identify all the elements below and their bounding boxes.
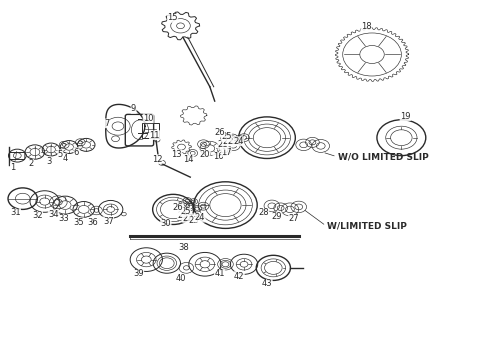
Text: 31: 31 [10, 208, 21, 217]
Text: 24: 24 [195, 213, 205, 222]
Text: 18: 18 [361, 22, 371, 31]
Text: 7: 7 [104, 119, 110, 128]
Text: 23: 23 [227, 137, 238, 146]
Text: 24: 24 [233, 137, 244, 146]
Text: 11: 11 [149, 131, 160, 140]
Text: W/O LIMITED SLIP: W/O LIMITED SLIP [338, 152, 429, 161]
Text: 21: 21 [218, 140, 228, 149]
Text: 21: 21 [177, 211, 188, 220]
Text: 1: 1 [10, 163, 16, 172]
Text: 26: 26 [173, 203, 183, 212]
Text: 9: 9 [131, 104, 136, 113]
Text: 34: 34 [48, 210, 59, 219]
Text: 25: 25 [221, 132, 232, 141]
Text: 5: 5 [58, 150, 63, 159]
Text: 33: 33 [58, 214, 69, 223]
Text: 15: 15 [168, 13, 178, 22]
Bar [143, 123, 159, 138]
Text: W/LIMITED SLIP: W/LIMITED SLIP [327, 221, 407, 230]
Text: 13: 13 [172, 150, 182, 159]
Text: 29: 29 [271, 212, 282, 221]
Text: 39: 39 [133, 269, 144, 278]
Text: 19: 19 [400, 112, 411, 121]
Text: 25: 25 [180, 207, 191, 216]
Text: 17: 17 [221, 148, 232, 157]
Text: 35: 35 [74, 218, 84, 227]
Text: 32: 32 [32, 211, 43, 220]
Text: 42: 42 [234, 271, 245, 280]
Text: 38: 38 [178, 243, 189, 252]
Text: 3: 3 [46, 157, 51, 166]
Text: 12: 12 [152, 155, 162, 164]
Text: 41: 41 [214, 269, 225, 278]
Text: 16: 16 [213, 152, 223, 161]
Text: 4: 4 [63, 154, 68, 163]
Text: 36: 36 [87, 218, 98, 227]
Text: 30: 30 [161, 219, 171, 228]
Text: 20: 20 [200, 150, 210, 159]
Text: 28: 28 [258, 208, 269, 217]
Text: 6: 6 [74, 148, 79, 157]
Text: 26: 26 [214, 128, 225, 137]
Text: 2: 2 [28, 159, 34, 168]
Text: 40: 40 [175, 274, 186, 283]
Text: 10: 10 [143, 114, 153, 123]
Text: 22: 22 [183, 213, 193, 222]
Text: 14: 14 [184, 155, 194, 164]
Text: 43: 43 [262, 279, 272, 288]
Text: 27: 27 [289, 214, 299, 223]
Text: 37: 37 [103, 217, 114, 226]
Text: 23: 23 [188, 216, 199, 225]
Text: 22: 22 [222, 137, 233, 146]
